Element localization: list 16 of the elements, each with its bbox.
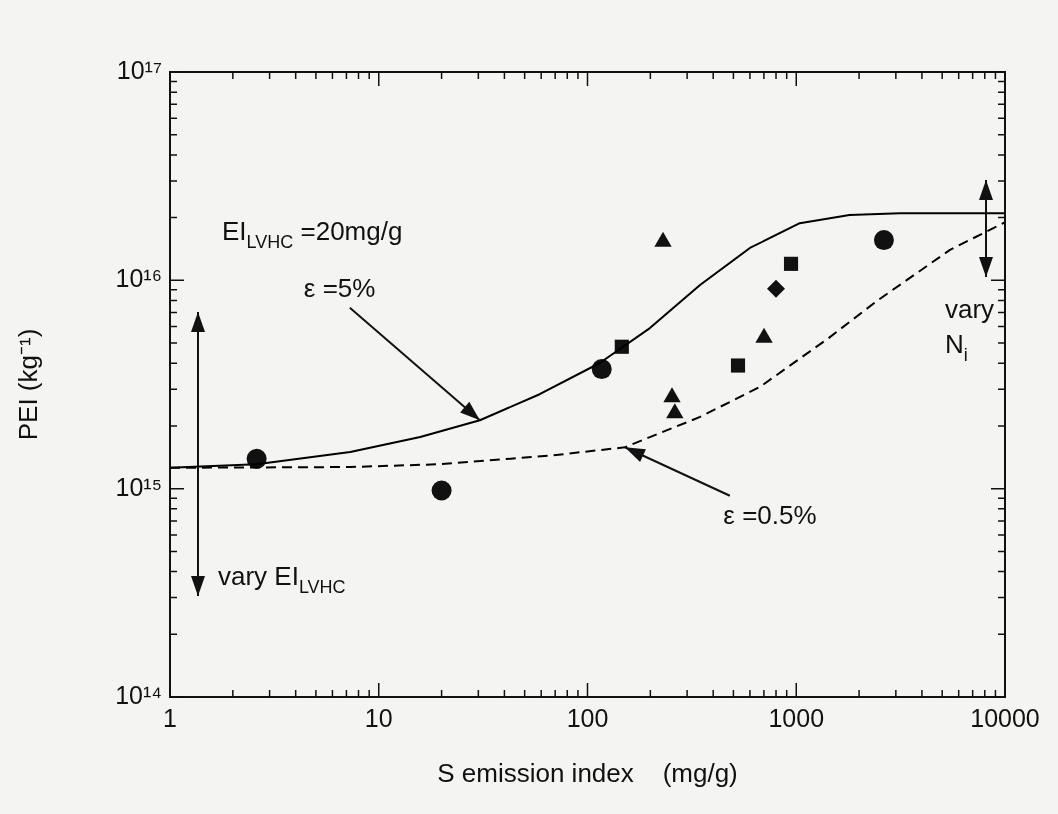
y-tick-label: 10¹⁴ [115, 680, 162, 709]
y-tick-label: 10¹⁵ [115, 472, 162, 501]
x-tick-label: 100 [566, 703, 609, 732]
y-tick-label: 10¹⁶ [115, 264, 162, 293]
y-axis-title: PEI (kg⁻¹) [12, 328, 43, 441]
x-tick-label: 10 [364, 703, 393, 732]
x-tick-label: 1000 [768, 703, 825, 732]
annotation: vary N$_{i}$ [945, 293, 996, 368]
x-tick-label: 1 [163, 703, 177, 732]
y-tick-label: 10¹⁷ [116, 55, 162, 84]
annotation: EI$_{LVHC}$ =20mg/g [222, 215, 403, 254]
annotation: vary EI$_{LVHC}$ [218, 560, 346, 599]
x-axis-title: S emission index (mg/g) [437, 757, 738, 788]
x-tick-label: 10000 [970, 703, 1040, 732]
annotation: ε =5% [303, 271, 376, 305]
annotation: ε =0.5% [723, 498, 817, 532]
